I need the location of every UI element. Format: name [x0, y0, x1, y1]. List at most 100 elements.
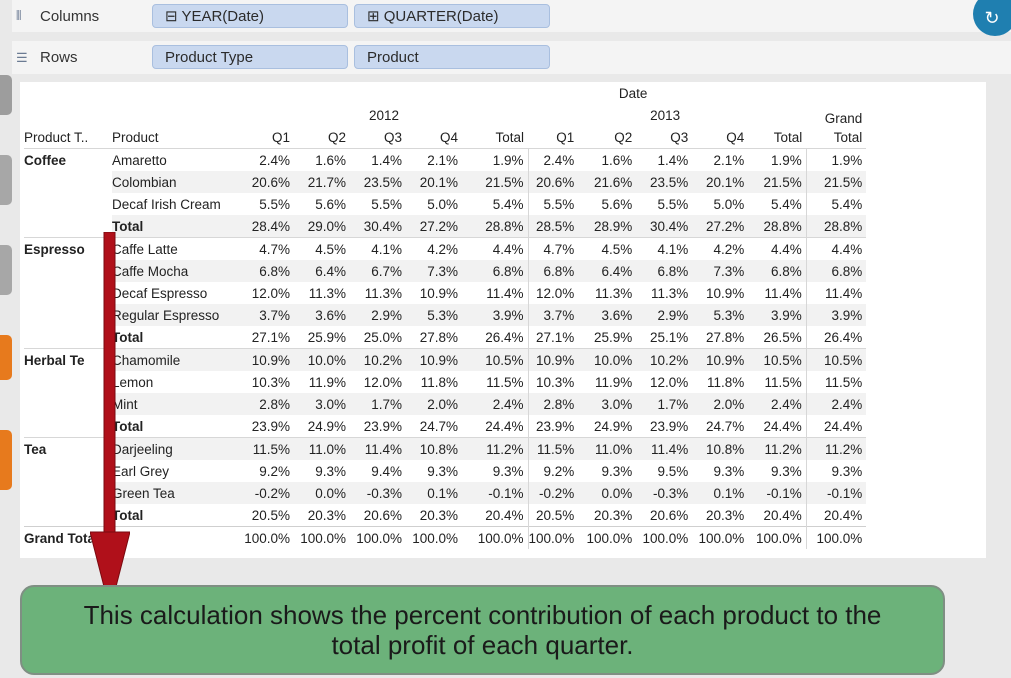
product-cell[interactable]: Darjeeling — [112, 437, 244, 460]
value-cell: 1.9% — [748, 148, 807, 171]
value-cell: 100.0% — [406, 526, 462, 549]
rows-shelf-label: ☰ Rows — [16, 49, 78, 66]
value-cell: 21.7% — [294, 171, 350, 193]
value-cell: 12.0% — [527, 282, 579, 304]
value-cell: 4.7% — [244, 237, 294, 260]
edge-tab[interactable] — [0, 155, 12, 205]
refresh-icon[interactable]: ↻ — [973, 0, 1011, 36]
value-cell: 28.9% — [578, 215, 637, 238]
value-cell: 5.0% — [713, 196, 745, 212]
product-type-cell[interactable]: Tea — [24, 437, 112, 460]
product-cell[interactable]: Mint — [112, 393, 244, 415]
value-cell: 3.9% — [462, 304, 528, 326]
value-cell: 24.4% — [763, 418, 802, 434]
subtotal-label[interactable]: Total — [112, 418, 144, 434]
value-cell: 20.3% — [706, 507, 745, 523]
value-cell: 10.5% — [462, 348, 528, 371]
value-cell: 25.0% — [363, 329, 402, 345]
value-cell: 2.9% — [636, 304, 693, 326]
value-cell: 26.4% — [805, 326, 867, 349]
value-cell: 23.5% — [636, 171, 693, 193]
year-date-pill[interactable]: ⊟ YEAR(Date) — [152, 4, 348, 28]
value-cell: 4.4% — [748, 237, 807, 260]
edge-tab[interactable] — [0, 75, 12, 115]
product-type-cell[interactable]: Herbal Te — [24, 348, 112, 371]
table-row: Herbal Te Chamomile 10.9% 10.0% 10.2% 10.9% 10… — [24, 348, 867, 371]
value-cell: 23.5% — [350, 171, 406, 193]
subtotal-label[interactable]: Total — [112, 329, 144, 345]
value-cell: 5.5% — [527, 193, 579, 215]
value-cell: 24.7% — [419, 418, 458, 434]
value-cell: 9.3% — [713, 463, 745, 479]
value-cell: 7.3% — [406, 260, 462, 282]
product-cell[interactable]: Decaf Irish Cream — [112, 196, 221, 212]
value-cell: 10.9% — [406, 348, 462, 371]
product-cell[interactable]: Lemon — [112, 374, 154, 390]
subtotal-label[interactable]: Total — [112, 507, 144, 523]
product-cell[interactable]: Decaf Espresso — [112, 285, 208, 301]
product-type-cell[interactable]: Coffee — [24, 148, 112, 171]
value-cell: 5.4% — [771, 196, 802, 212]
value-cell: 1.9% — [462, 148, 528, 171]
value-cell: 2.0% — [692, 393, 749, 415]
value-cell: 5.0% — [427, 196, 458, 212]
product-type-pill[interactable]: Product Type — [152, 45, 348, 69]
product-cell[interactable]: Caffe Mocha — [112, 260, 244, 282]
value-cell: 2.0% — [406, 393, 462, 415]
value-cell: 5.6% — [601, 196, 633, 212]
value-cell: 28.8% — [462, 215, 528, 238]
value-cell: 10.9% — [419, 285, 458, 301]
quarter-header: Q2 — [327, 129, 346, 145]
value-cell: 10.9% — [244, 348, 294, 371]
product-cell[interactable]: Earl Grey — [112, 463, 170, 479]
value-cell: 2.4% — [462, 393, 528, 415]
edge-tab[interactable] — [0, 245, 12, 295]
value-cell: 9.3% — [427, 463, 458, 479]
product-type-cell[interactable] — [24, 171, 112, 193]
value-cell: 10.9% — [706, 285, 745, 301]
product-type-header[interactable]: Product T.. — [24, 129, 89, 145]
value-cell: 28.8% — [748, 215, 807, 238]
value-cell: 3.7% — [244, 304, 294, 326]
value-cell: 100.0% — [244, 526, 294, 549]
subtotal-label[interactable]: Total — [112, 215, 244, 238]
quarter-date-pill[interactable]: ⊞ QUARTER(Date) — [354, 4, 550, 28]
value-cell: 20.6% — [363, 507, 402, 523]
product-cell[interactable]: Chamomile — [112, 348, 244, 371]
value-cell: 5.3% — [406, 304, 462, 326]
value-cell: 20.3% — [594, 507, 633, 523]
edge-tab-highlight[interactable] — [0, 430, 12, 490]
value-cell: 24.9% — [307, 418, 346, 434]
value-cell: 5.4% — [492, 196, 524, 212]
value-cell: 10.5% — [748, 348, 807, 371]
value-cell: 10.3% — [251, 374, 290, 390]
value-cell: 5.6% — [315, 196, 346, 212]
product-header[interactable]: Product — [112, 129, 159, 145]
product-cell[interactable]: Green Tea — [112, 482, 244, 504]
quarter-header: Q3 — [383, 129, 402, 145]
product-cell[interactable]: Caffe Latte — [112, 237, 244, 260]
product-type-cell[interactable]: Espresso — [24, 237, 112, 260]
value-cell: 21.5% — [748, 171, 807, 193]
value-cell: 4.1% — [350, 237, 406, 260]
value-cell: 27.2% — [692, 215, 749, 238]
product-cell[interactable]: Amaretto — [112, 148, 244, 171]
value-cell: 24.9% — [594, 418, 633, 434]
product-cell[interactable]: Regular Espresso — [112, 304, 244, 326]
value-cell: 4.2% — [406, 237, 462, 260]
grand-total-label[interactable]: Grand Total — [24, 526, 244, 549]
columns-icon: ⫴ — [16, 8, 22, 23]
value-cell: 25.9% — [594, 329, 633, 345]
value-cell: 20.4% — [485, 507, 524, 523]
product-pill[interactable]: Product — [354, 45, 550, 69]
quarter-header: Q1 — [271, 129, 290, 145]
edge-tab-highlight[interactable] — [0, 335, 12, 380]
value-cell: 2.4% — [244, 148, 294, 171]
product-type-cell[interactable] — [24, 193, 112, 215]
value-cell: 9.2% — [527, 460, 579, 482]
value-cell: 11.4% — [805, 282, 867, 304]
table-row: Colombian 20.6% 21.7% 23.5% 20.1% 21.5% 20.6% 2… — [24, 171, 867, 193]
product-cell[interactable]: Colombian — [112, 171, 244, 193]
value-cell: 3.0% — [294, 393, 350, 415]
crosstab-view: Date 2012 2013 Grand Product T.. Product… — [20, 82, 986, 611]
